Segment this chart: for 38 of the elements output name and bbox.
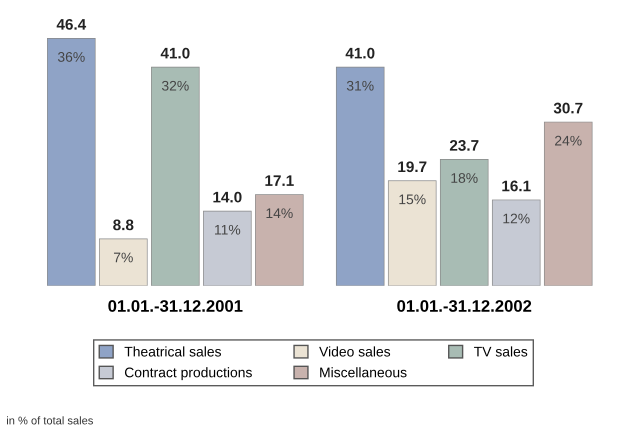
data-label: 17.1 xyxy=(265,175,294,186)
bar xyxy=(336,66,384,286)
bar xyxy=(388,180,436,286)
annotation: 18% xyxy=(451,173,478,183)
bar xyxy=(492,200,540,286)
bar xyxy=(151,66,200,286)
annotation: 32% xyxy=(162,80,189,91)
bar xyxy=(440,159,488,286)
data-label: 46.4 xyxy=(56,18,86,30)
data-label: 14.0 xyxy=(213,192,242,203)
annotation: 11% xyxy=(214,224,240,235)
annotation: 14% xyxy=(266,208,293,218)
annotation: 12% xyxy=(503,214,530,224)
data-label: 41.0 xyxy=(160,48,190,59)
x-tick-label: 01.01.-31.12.2001 xyxy=(108,300,243,312)
x-tick-label: 01.01.-31.12.2002 xyxy=(397,300,532,312)
bar xyxy=(47,38,96,286)
legend-label: Contract productions xyxy=(124,367,252,380)
data-label: 23.7 xyxy=(450,140,478,151)
annotation: 24% xyxy=(555,136,582,146)
annotation: 7% xyxy=(114,252,133,262)
bar xyxy=(99,238,148,286)
data-label: 41.0 xyxy=(346,48,374,59)
annotation: 15% xyxy=(399,194,426,204)
legend-label: Video sales xyxy=(319,346,390,357)
legend-label: Theatrical sales xyxy=(124,346,222,357)
legend-label: Miscellaneous xyxy=(320,367,407,378)
bar xyxy=(203,210,252,286)
bar xyxy=(255,194,304,286)
annotation: 31% xyxy=(346,80,374,91)
data-label: 16.1 xyxy=(502,180,531,192)
text: in % of total sales xyxy=(7,416,93,424)
legend-label: TV sales xyxy=(474,346,528,357)
data-label: 30.7 xyxy=(554,102,582,114)
bar xyxy=(544,122,593,286)
data-label: 19.7 xyxy=(398,161,426,172)
annotation: 36% xyxy=(58,52,85,62)
data-label: 8.8 xyxy=(113,219,134,230)
